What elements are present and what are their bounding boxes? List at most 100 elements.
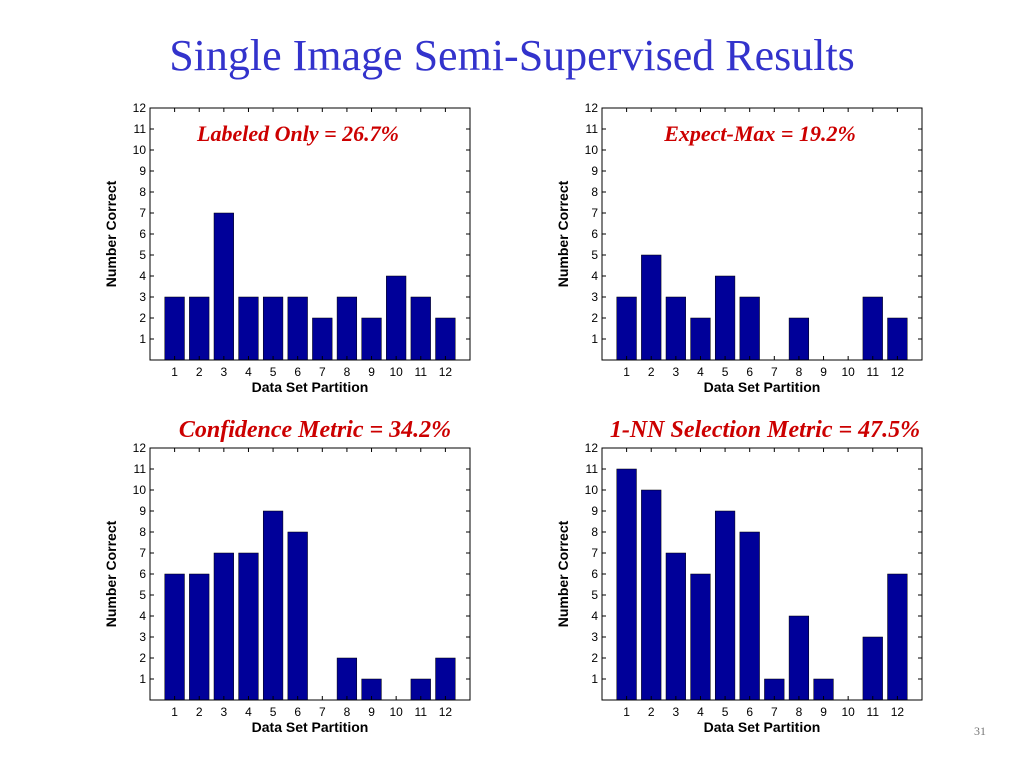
bar-8: [336, 296, 358, 361]
bar-10: [386, 275, 407, 361]
x-tick-label: 1: [171, 365, 178, 379]
x-tick-label: 12: [891, 365, 905, 379]
y-tick-label: 6: [139, 227, 146, 241]
x-tick-label: 5: [722, 365, 729, 379]
x-tick-label: 1: [623, 705, 630, 719]
x-tick-label: 11: [867, 705, 880, 719]
x-tick-label: 8: [344, 365, 351, 379]
y-tick-label: 1: [591, 672, 598, 686]
y-tick-label: 12: [585, 101, 599, 115]
x-tick-label: 6: [746, 705, 753, 719]
x-tick-label: 7: [771, 705, 778, 719]
x-tick-label: 11: [415, 705, 428, 719]
y-tick-label: 4: [591, 269, 598, 283]
bar-12: [887, 573, 908, 701]
x-axis-label: Data Set Partition: [252, 379, 369, 395]
x-tick-label: 6: [746, 365, 753, 379]
y-tick-label: 1: [139, 332, 146, 346]
x-tick-label: 10: [389, 705, 403, 719]
x-tick-label: 8: [344, 705, 351, 719]
x-tick-label: 8: [796, 365, 803, 379]
y-tick-label: 4: [139, 269, 146, 283]
y-tick-label: 5: [591, 248, 598, 262]
y-tick-label: 9: [591, 164, 598, 178]
y-tick-label: 2: [139, 311, 146, 325]
x-tick-label: 10: [389, 365, 403, 379]
bar-2: [641, 254, 662, 361]
x-tick-label: 7: [319, 705, 326, 719]
y-axis-label: Number Correct: [103, 180, 119, 287]
x-tick-label: 12: [439, 365, 453, 379]
y-tick-label: 11: [134, 122, 147, 136]
bar-5: [714, 510, 736, 701]
bar-1: [164, 296, 185, 361]
bar-2: [189, 296, 210, 361]
x-tick-label: 2: [648, 705, 655, 719]
y-tick-label: 10: [585, 483, 599, 497]
x-axis-label: Data Set Partition: [252, 719, 369, 735]
y-tick-label: 7: [591, 546, 598, 560]
y-tick-label: 8: [591, 525, 598, 539]
bar-8: [336, 657, 358, 701]
y-tick-label: 2: [139, 651, 146, 665]
bar-3: [665, 296, 686, 361]
x-tick-label: 2: [196, 365, 203, 379]
bar-3: [665, 552, 686, 701]
y-tick-label: 12: [585, 441, 599, 455]
bar-6: [287, 531, 308, 701]
bar-5: [262, 510, 284, 701]
bar-6: [739, 531, 760, 701]
y-tick-label: 6: [591, 227, 598, 241]
bar-2: [641, 489, 662, 701]
x-tick-label: 6: [294, 705, 301, 719]
bar-11: [862, 636, 883, 701]
x-tick-label: 5: [270, 365, 277, 379]
y-tick-label: 8: [139, 185, 146, 199]
x-tick-label: 4: [245, 365, 252, 379]
bar-2: [189, 573, 210, 701]
y-tick-label: 6: [591, 567, 598, 581]
y-tick-label: 8: [591, 185, 598, 199]
y-tick-label: 7: [139, 206, 146, 220]
y-tick-label: 11: [586, 462, 599, 476]
x-tick-label: 1: [171, 705, 178, 719]
y-tick-label: 3: [591, 290, 598, 304]
bar-4: [690, 573, 711, 701]
bar-4: [690, 317, 711, 361]
x-tick-label: 4: [245, 705, 252, 719]
bar-12: [435, 317, 456, 361]
y-tick-label: 3: [591, 630, 598, 644]
x-tick-label: 6: [294, 365, 301, 379]
x-axis-label: Data Set Partition: [704, 719, 821, 735]
x-tick-label: 3: [221, 705, 228, 719]
bar-1: [616, 468, 637, 701]
x-tick-label: 3: [673, 365, 680, 379]
y-tick-label: 7: [591, 206, 598, 220]
x-tick-label: 12: [439, 705, 453, 719]
x-tick-label: 10: [841, 705, 855, 719]
x-tick-label: 12: [891, 705, 905, 719]
x-tick-label: 3: [673, 705, 680, 719]
y-axis-label: Number Correct: [103, 520, 119, 627]
bar-12: [435, 657, 456, 701]
y-tick-label: 10: [133, 143, 147, 157]
bar-6: [287, 296, 308, 361]
x-tick-label: 3: [221, 365, 228, 379]
y-tick-label: 9: [139, 164, 146, 178]
y-tick-label: 9: [139, 504, 146, 518]
y-tick-label: 12: [133, 101, 147, 115]
y-axis-label: Number Correct: [555, 180, 571, 287]
x-tick-label: 5: [270, 705, 277, 719]
y-tick-label: 12: [133, 441, 147, 455]
x-tick-label: 9: [820, 705, 827, 719]
y-axis-label: Number Correct: [555, 520, 571, 627]
bar-3: [213, 212, 234, 361]
bar-1: [616, 296, 637, 361]
bar-12: [887, 317, 908, 361]
x-tick-label: 7: [319, 365, 326, 379]
y-tick-label: 6: [139, 567, 146, 581]
y-tick-label: 8: [139, 525, 146, 539]
